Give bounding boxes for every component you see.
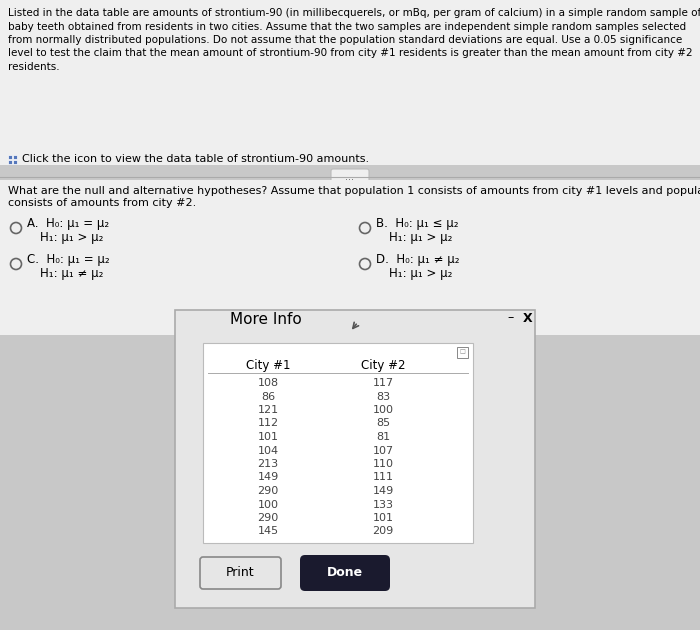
Text: 111: 111 (372, 472, 393, 483)
Text: 290: 290 (258, 513, 279, 523)
Text: 83: 83 (376, 391, 390, 401)
Text: C.  H₀: μ₁ = μ₂: C. H₀: μ₁ = μ₂ (27, 253, 110, 266)
Text: from normally distributed populations. Do not assume that the population standar: from normally distributed populations. D… (8, 35, 682, 45)
Text: City #2: City #2 (360, 358, 405, 372)
Text: ...: ... (346, 172, 354, 182)
Text: 133: 133 (372, 500, 393, 510)
FancyBboxPatch shape (175, 310, 535, 608)
FancyBboxPatch shape (331, 169, 369, 185)
FancyBboxPatch shape (13, 155, 17, 159)
FancyBboxPatch shape (8, 155, 12, 159)
Text: Print: Print (226, 566, 255, 580)
FancyBboxPatch shape (8, 160, 12, 164)
Text: 213: 213 (258, 459, 279, 469)
Text: 108: 108 (258, 378, 279, 388)
Text: What are the null and alternative hypotheses? Assume that population 1 consists : What are the null and alternative hypoth… (8, 186, 700, 196)
Text: Click the icon to view the data table of strontium-90 amounts.: Click the icon to view the data table of… (22, 154, 369, 164)
Text: 110: 110 (372, 459, 393, 469)
Text: 107: 107 (372, 445, 393, 455)
FancyBboxPatch shape (456, 346, 468, 357)
Text: 121: 121 (258, 405, 279, 415)
Text: 101: 101 (372, 513, 393, 523)
Text: 145: 145 (258, 527, 279, 537)
Text: 81: 81 (376, 432, 390, 442)
FancyBboxPatch shape (0, 0, 700, 165)
Text: More Info: More Info (230, 312, 302, 328)
FancyBboxPatch shape (300, 555, 390, 591)
Text: residents.: residents. (8, 62, 60, 72)
Text: 290: 290 (258, 486, 279, 496)
FancyBboxPatch shape (13, 160, 17, 164)
Text: H₁: μ₁ ≠ μ₂: H₁: μ₁ ≠ μ₂ (40, 266, 104, 280)
Text: H₁: μ₁ > μ₂: H₁: μ₁ > μ₂ (40, 231, 104, 244)
Text: 100: 100 (372, 405, 393, 415)
Text: 149: 149 (258, 472, 279, 483)
Text: Done: Done (327, 566, 363, 580)
Text: □: □ (459, 350, 465, 355)
FancyBboxPatch shape (203, 343, 473, 543)
Text: level to test the claim that the mean amount of strontium-90 from city #1 reside: level to test the claim that the mean am… (8, 49, 692, 59)
Text: X: X (523, 311, 533, 324)
Text: Listed in the data table are amounts of strontium-90 (in millibecquerels, or mBq: Listed in the data table are amounts of … (8, 8, 700, 18)
Text: –: – (507, 311, 513, 324)
Text: B.  H₀: μ₁ ≤ μ₂: B. H₀: μ₁ ≤ μ₂ (376, 217, 458, 231)
Text: H₁: μ₁ > μ₂: H₁: μ₁ > μ₂ (389, 266, 452, 280)
Text: 209: 209 (372, 527, 393, 537)
Text: 85: 85 (376, 418, 390, 428)
Text: A.  H₀: μ₁ = μ₂: A. H₀: μ₁ = μ₂ (27, 217, 109, 231)
Text: 149: 149 (372, 486, 393, 496)
Text: D.  H₀: μ₁ ≠ μ₂: D. H₀: μ₁ ≠ μ₂ (376, 253, 459, 266)
Text: H₁: μ₁ > μ₂: H₁: μ₁ > μ₂ (389, 231, 452, 244)
Text: 104: 104 (258, 445, 279, 455)
Text: 86: 86 (261, 391, 275, 401)
Text: 101: 101 (258, 432, 279, 442)
Text: consists of amounts from city #2.: consists of amounts from city #2. (8, 198, 196, 208)
Text: City #1: City #1 (246, 358, 290, 372)
Text: 112: 112 (258, 418, 279, 428)
FancyBboxPatch shape (200, 557, 281, 589)
Text: 100: 100 (258, 500, 279, 510)
Text: 117: 117 (372, 378, 393, 388)
FancyBboxPatch shape (0, 180, 700, 335)
Text: baby teeth obtained from residents in two cities. Assume that the two samples ar: baby teeth obtained from residents in tw… (8, 21, 686, 32)
